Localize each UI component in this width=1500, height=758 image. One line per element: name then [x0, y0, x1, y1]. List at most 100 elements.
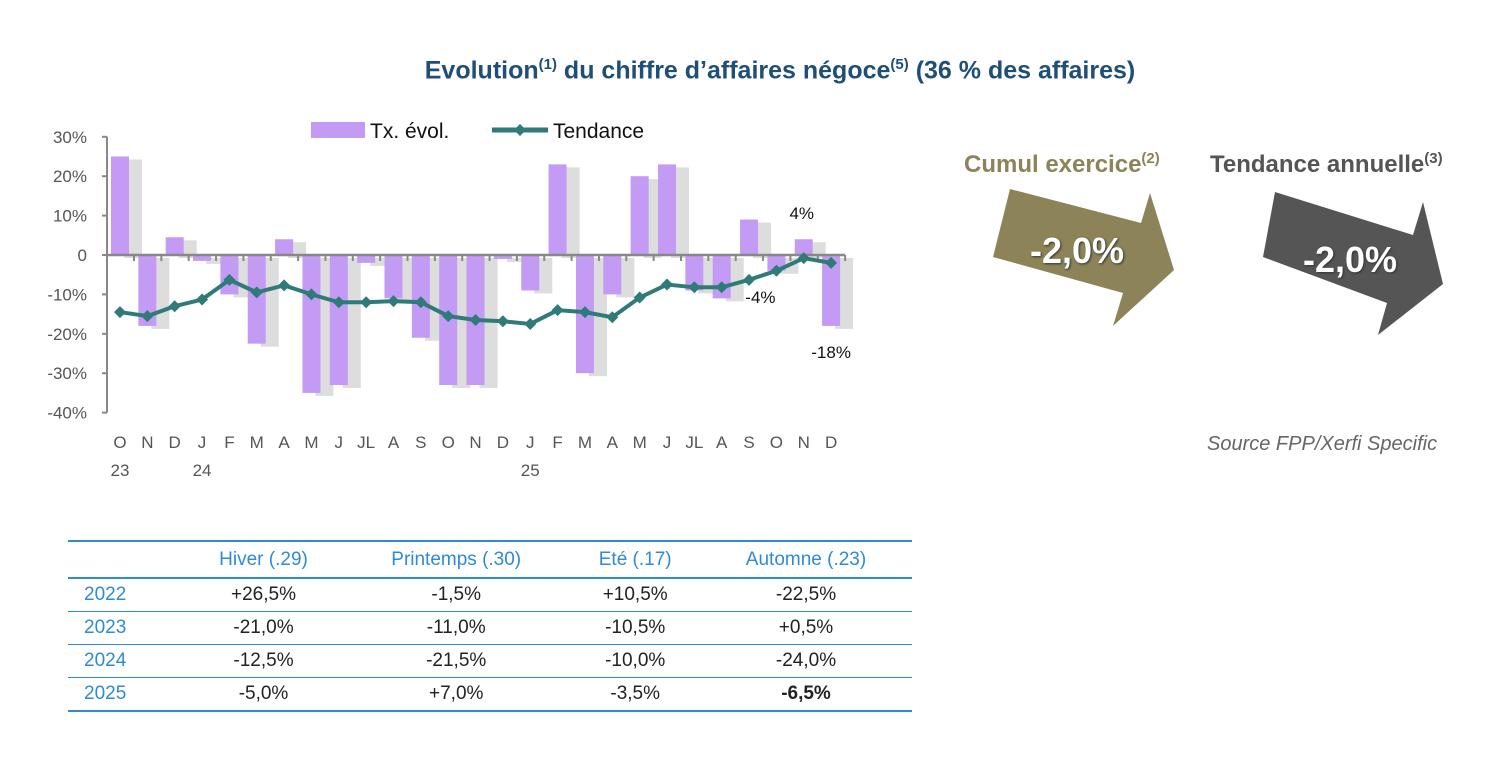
table-row: 2025 -5,0% +7,0% -3,5% -6,5% [68, 677, 912, 712]
value-cell: +0,5% [700, 611, 912, 645]
y-tick-label: 20% [53, 167, 87, 186]
y-tick-label: 30% [53, 128, 87, 147]
trend-point [469, 314, 482, 327]
year-label: 23 [111, 461, 130, 480]
trend-point [168, 300, 181, 313]
bar [822, 255, 841, 326]
header-cell: Hiver (.29) [185, 540, 343, 579]
year-cell: 2022 [68, 578, 185, 612]
cumul-arrow-icon [993, 189, 1174, 326]
bar [658, 164, 676, 255]
x-tick-label: O [113, 433, 126, 452]
x-tick-label: J [526, 433, 535, 452]
table-row: 2024 -12,5% -21,5% -10,0% -24,0% [68, 644, 912, 678]
trend-point [551, 304, 564, 317]
header-cell [68, 540, 185, 579]
trend-point [797, 252, 810, 265]
bar [302, 255, 321, 393]
bar [247, 255, 266, 344]
chart-title: Evolution(1) du chiffre d’affaires négoc… [424, 56, 1136, 85]
tendance-arrow-icon [1263, 192, 1443, 335]
x-tick-label: JL [357, 433, 375, 452]
value-cell: -1,5% [342, 578, 571, 612]
year-cell: 2024 [68, 644, 185, 678]
bar [493, 255, 512, 259]
y-tick-label: 0 [78, 246, 87, 265]
y-tick-label: -40% [47, 404, 87, 423]
x-tick-label: O [442, 433, 455, 452]
value-cell: -6,5% [700, 677, 912, 712]
bar [630, 176, 649, 255]
source-note: Source FPP/Xerfi Specific [1207, 433, 1438, 455]
year-label: 25 [521, 461, 540, 480]
x-tick-label: M [250, 433, 264, 452]
trend-point [360, 296, 373, 309]
x-tick-label: A [278, 433, 290, 452]
bar [521, 255, 540, 291]
x-tick-label: J [198, 433, 207, 452]
value-cell: -11,0% [342, 611, 571, 645]
x-tick-label: O [770, 433, 783, 452]
x-tick-label: JL [685, 433, 703, 452]
x-tick-label: J [335, 433, 344, 452]
trend-point [442, 310, 455, 323]
legend-bar-swatch [311, 122, 365, 138]
trend-point [578, 306, 591, 319]
value-cell: +7,0% [342, 677, 571, 712]
value-cell: +26,5% [185, 578, 343, 612]
legend-bar-label: Tx. évol. [370, 120, 449, 143]
chart: -40%-30%-20%-10%010%20%30%O N D J F M A M J JL A S O… [47, 120, 854, 480]
trend-point [715, 281, 728, 294]
trend-point [661, 278, 673, 291]
y-tick-label: -30% [47, 364, 87, 383]
seasonal-table: Hiver (.29) Printemps (.30) Eté (.17) Au… [68, 540, 912, 712]
kpi-tendance-value: -2,0% [1303, 239, 1398, 280]
value-cell: -12,5% [185, 644, 343, 678]
kpi-arrows [993, 189, 1443, 335]
bar [548, 164, 567, 255]
data-label: -4% [745, 288, 775, 307]
x-tick-label: N [798, 433, 810, 452]
trend-point [223, 273, 236, 286]
year-cell: 2025 [68, 677, 185, 712]
x-tick-label: F [552, 433, 562, 452]
bar [111, 156, 129, 255]
bar [384, 255, 403, 299]
trend-point [114, 306, 126, 319]
value-cell: -10,0% [570, 644, 701, 678]
x-tick-label: N [141, 433, 153, 452]
trend-point [524, 317, 537, 330]
value-cell: -5,0% [185, 677, 343, 712]
table-header-row: Hiver (.29) Printemps (.30) Eté (.17) Au… [68, 540, 912, 579]
x-tick-label: M [578, 433, 592, 452]
x-tick-label: J [663, 433, 672, 452]
x-tick-label: A [607, 433, 619, 452]
value-cell: -21,0% [185, 611, 343, 645]
table-row: 2023 -21,0% -11,0% -10,5% +0,5% [68, 611, 912, 645]
legend-line-marker [514, 124, 526, 136]
value-cell: -22,5% [700, 578, 912, 612]
kpi-cumul-label: Cumul exercice(2) [964, 150, 1160, 178]
trend-point [196, 293, 209, 306]
bar [685, 255, 704, 291]
kpi-cumul-value: -2,0% [1030, 230, 1125, 271]
bar [357, 255, 376, 263]
x-tick-label: N [469, 433, 481, 452]
trend-point [332, 296, 345, 309]
bar [275, 239, 294, 255]
x-tick-label: S [743, 433, 754, 452]
bar [740, 219, 759, 255]
x-tick-label: F [224, 433, 234, 452]
kpi-tendance-label: Tendance annuelle(3) [1210, 150, 1443, 178]
x-tick-label: D [497, 433, 509, 452]
header-cell: Printemps (.30) [342, 540, 571, 579]
trend-point [606, 311, 619, 324]
bar [138, 255, 157, 326]
bar [193, 255, 212, 261]
x-tick-label: A [388, 433, 400, 452]
trend-point [387, 295, 400, 308]
trend-point [688, 281, 701, 294]
x-tick-label: D [825, 433, 837, 452]
header-cell: Automne (.23) [700, 540, 912, 579]
data-label: 4% [789, 204, 814, 223]
